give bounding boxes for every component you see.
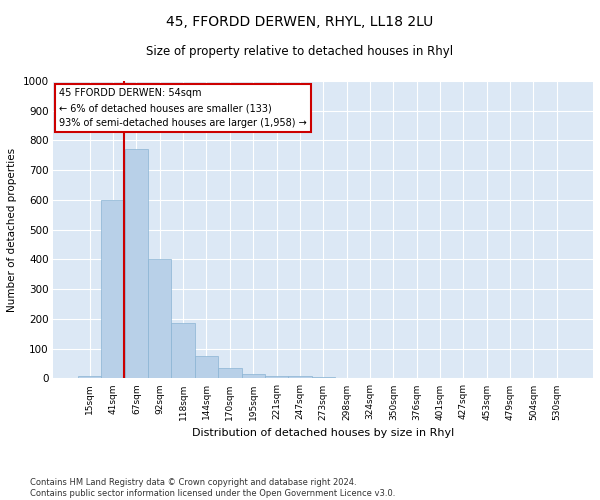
Bar xyxy=(195,356,218,378)
Bar xyxy=(101,200,125,378)
Bar xyxy=(265,376,288,378)
Bar xyxy=(125,150,148,378)
Bar xyxy=(242,374,265,378)
Text: 45 FFORDD DERWEN: 54sqm
← 6% of detached houses are smaller (133)
93% of semi-de: 45 FFORDD DERWEN: 54sqm ← 6% of detached… xyxy=(59,88,307,128)
Bar xyxy=(288,376,311,378)
Bar xyxy=(148,260,172,378)
Text: Size of property relative to detached houses in Rhyl: Size of property relative to detached ho… xyxy=(146,45,454,58)
Bar xyxy=(78,376,101,378)
Bar xyxy=(172,324,195,378)
Text: 45, FFORDD DERWEN, RHYL, LL18 2LU: 45, FFORDD DERWEN, RHYL, LL18 2LU xyxy=(166,15,434,29)
X-axis label: Distribution of detached houses by size in Rhyl: Distribution of detached houses by size … xyxy=(192,428,454,438)
Y-axis label: Number of detached properties: Number of detached properties xyxy=(7,148,17,312)
Bar xyxy=(311,377,335,378)
Text: Contains HM Land Registry data © Crown copyright and database right 2024.
Contai: Contains HM Land Registry data © Crown c… xyxy=(30,478,395,498)
Bar xyxy=(218,368,242,378)
